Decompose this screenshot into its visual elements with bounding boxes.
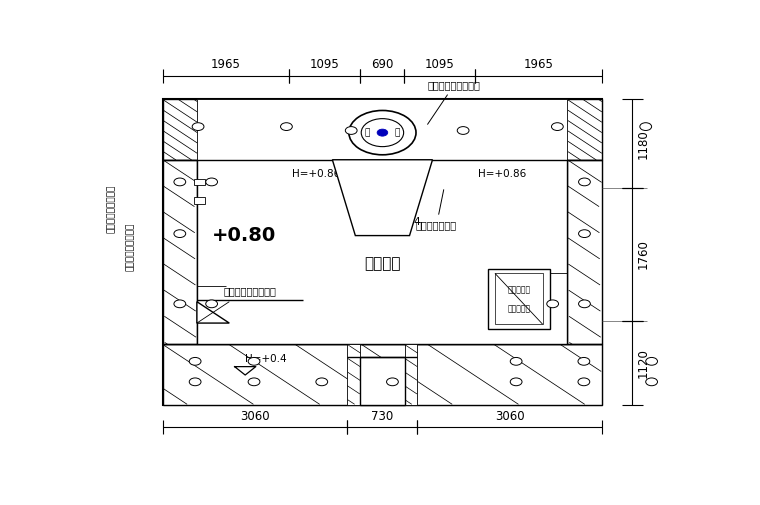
Circle shape bbox=[510, 378, 522, 386]
Circle shape bbox=[206, 178, 217, 186]
Text: +0.80: +0.80 bbox=[211, 226, 276, 245]
Circle shape bbox=[578, 358, 590, 365]
Text: 1180: 1180 bbox=[637, 129, 650, 159]
Polygon shape bbox=[197, 301, 230, 323]
Circle shape bbox=[578, 378, 590, 386]
Text: 防护栏与女儿墙拉结: 防护栏与女儿墙拉结 bbox=[106, 184, 116, 232]
Circle shape bbox=[280, 123, 293, 130]
Text: 钟: 钟 bbox=[394, 128, 400, 137]
Bar bbox=[163, 344, 602, 405]
Circle shape bbox=[458, 127, 469, 134]
Circle shape bbox=[578, 300, 591, 308]
Circle shape bbox=[387, 378, 398, 386]
Text: 拆除过程洞: 拆除过程洞 bbox=[507, 286, 530, 295]
Circle shape bbox=[189, 358, 201, 365]
Bar bbox=[197, 99, 568, 160]
Text: H=+0.86: H=+0.86 bbox=[293, 169, 340, 179]
Text: 铜: 铜 bbox=[365, 128, 370, 137]
Circle shape bbox=[510, 358, 522, 365]
Circle shape bbox=[316, 378, 328, 386]
Text: 铜钟安装洞口部: 铜钟安装洞口部 bbox=[416, 190, 457, 230]
Bar bbox=[488, 269, 549, 329]
Bar bbox=[404, 344, 417, 405]
Circle shape bbox=[646, 358, 657, 365]
Circle shape bbox=[361, 119, 404, 146]
Text: 1095: 1095 bbox=[310, 59, 340, 72]
Circle shape bbox=[349, 111, 416, 155]
Circle shape bbox=[640, 123, 651, 130]
Bar bbox=[163, 99, 602, 160]
Text: 口用板封堵: 口用板封堵 bbox=[507, 304, 530, 313]
Bar bbox=[495, 273, 543, 324]
Text: 690: 690 bbox=[371, 59, 394, 72]
Text: 3060: 3060 bbox=[495, 410, 524, 423]
Text: 防护栏水平杆、立杆: 防护栏水平杆、立杆 bbox=[223, 287, 277, 296]
Text: 装饰水平杆、短立杆: 装饰水平杆、短立杆 bbox=[126, 223, 135, 271]
Text: 1760: 1760 bbox=[637, 239, 650, 269]
Circle shape bbox=[552, 123, 563, 130]
Bar bbox=[163, 99, 602, 405]
Circle shape bbox=[174, 178, 185, 186]
Circle shape bbox=[578, 230, 591, 237]
Bar bbox=[197, 160, 568, 344]
Text: 外侧洞口满搭防护栏: 外侧洞口满搭防护栏 bbox=[428, 80, 480, 124]
Text: 1120: 1120 bbox=[637, 347, 650, 378]
Bar bbox=[163, 160, 197, 344]
Circle shape bbox=[174, 230, 185, 237]
Text: 1965: 1965 bbox=[211, 59, 241, 72]
Bar bbox=[347, 344, 360, 405]
Text: 1095: 1095 bbox=[425, 59, 454, 72]
Circle shape bbox=[248, 378, 260, 386]
Text: H=+0.86: H=+0.86 bbox=[478, 169, 526, 179]
Circle shape bbox=[248, 358, 260, 365]
Circle shape bbox=[345, 127, 357, 134]
Text: 1965: 1965 bbox=[524, 59, 553, 72]
Bar bbox=[194, 197, 204, 204]
Bar bbox=[360, 357, 404, 405]
Text: 730: 730 bbox=[372, 410, 394, 423]
Bar bbox=[194, 179, 204, 185]
Circle shape bbox=[377, 129, 388, 136]
Circle shape bbox=[189, 378, 201, 386]
Polygon shape bbox=[332, 160, 432, 235]
Text: H=+0.4: H=+0.4 bbox=[379, 217, 421, 227]
Circle shape bbox=[192, 123, 204, 130]
Circle shape bbox=[546, 300, 559, 308]
Bar bbox=[568, 160, 602, 344]
Circle shape bbox=[206, 300, 217, 308]
Text: 建筑屋面: 建筑屋面 bbox=[364, 256, 401, 271]
Text: 3060: 3060 bbox=[240, 410, 270, 423]
Text: H=+0.4: H=+0.4 bbox=[245, 354, 287, 364]
Circle shape bbox=[174, 300, 185, 308]
Circle shape bbox=[578, 178, 591, 186]
Circle shape bbox=[646, 378, 657, 386]
